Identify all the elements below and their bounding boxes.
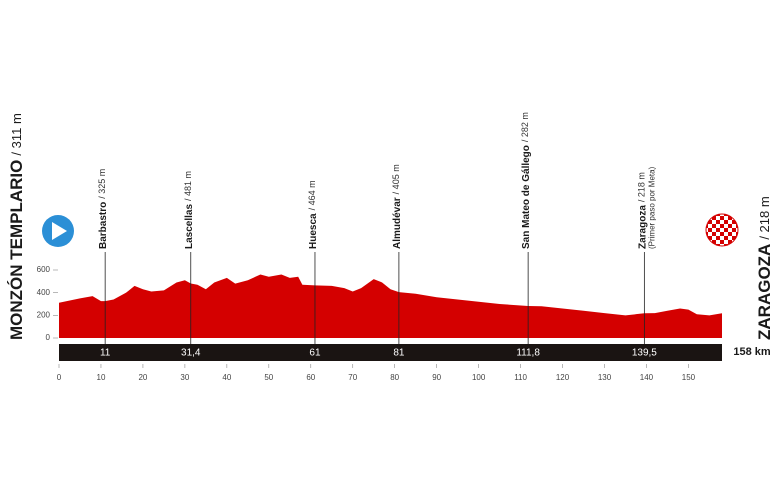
waypoint-name: Huesca	[308, 213, 319, 249]
waypoint-label: San Mateo de Gállego / 282 m	[521, 112, 532, 249]
waypoint-label: Almudévar / 405 m	[391, 164, 402, 249]
waypoint-km: 111,8	[516, 348, 540, 359]
x-tick-label: 140	[640, 373, 654, 382]
x-tick-label: 120	[556, 373, 570, 382]
y-tick-label: 200	[37, 310, 51, 319]
waypoint-name: Lascellas	[183, 204, 194, 249]
waypoint-km: 11	[100, 348, 111, 359]
x-tick-label: 110	[514, 373, 527, 382]
waypoint-elevation: / 282 m	[521, 112, 531, 142]
waypoint-name: Zaragoza	[637, 205, 648, 249]
x-tick-label: 0	[57, 373, 62, 382]
start-icon-arrow	[52, 222, 67, 240]
start-label: MONZÓN TEMPLARIO / 311 m	[7, 113, 26, 340]
x-tick-label: 10	[97, 373, 106, 382]
y-tick-label: 400	[37, 288, 51, 297]
y-tick-label: 600	[37, 265, 51, 274]
distance-bar	[59, 344, 722, 361]
waypoint-label: Lascellas / 481 m	[183, 171, 194, 249]
x-tick-label: 70	[348, 373, 357, 382]
x-tick-label: 40	[222, 373, 231, 382]
finish-label: ZARAGOZA / 218 m	[755, 196, 774, 340]
waypoint-name: San Mateo de Gállego	[521, 145, 532, 249]
waypoint-elevation: / 464 m	[307, 180, 317, 210]
waypoint-elevation: / 481 m	[183, 171, 193, 201]
waypoint-name: Barbastro	[98, 202, 109, 249]
waypoint-label: Huesca / 464 m	[307, 180, 318, 249]
waypoint-elevation: / 218 m	[637, 172, 647, 202]
waypoint-elevation: / 405 m	[391, 164, 401, 194]
x-tick-label: 80	[390, 373, 399, 382]
waypoint-km: 61	[309, 348, 321, 359]
x-tick-label: 150	[682, 373, 696, 382]
x-tick-label: 60	[306, 373, 315, 382]
waypoint-note: (Primer paso por Meta)	[647, 166, 656, 249]
waypoint-km: 139,5	[632, 348, 657, 359]
start-name: MONZÓN TEMPLARIO	[7, 160, 26, 340]
finish-name: ZARAGOZA	[755, 244, 774, 340]
elevation-area	[59, 274, 722, 338]
start-elevation: / 311 m	[9, 113, 24, 155]
x-tick-label: 100	[472, 373, 486, 382]
x-tick-label: 130	[598, 373, 612, 382]
waypoint-km: 81	[393, 348, 405, 359]
total-distance: 158 km	[733, 346, 771, 358]
x-tick-label: 50	[264, 373, 273, 382]
waypoint-km: 31,4	[181, 348, 201, 359]
x-tick-label: 30	[180, 373, 189, 382]
waypoint-name: Almudévar	[392, 197, 403, 249]
x-tick-label: 20	[138, 373, 147, 382]
finish-elevation: / 218 m	[757, 196, 772, 239]
y-tick-label: 0	[46, 333, 51, 342]
waypoint-label: Barbastro / 325 m	[98, 169, 109, 249]
finish-icon	[705, 213, 739, 247]
x-tick-label: 90	[432, 373, 441, 382]
waypoint-elevation: / 325 m	[98, 169, 108, 199]
waypoint-label: Zaragoza / 218 m	[637, 172, 648, 249]
